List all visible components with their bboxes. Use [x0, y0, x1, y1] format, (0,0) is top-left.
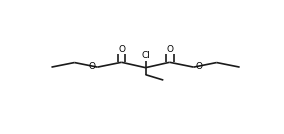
- Text: O: O: [195, 62, 202, 71]
- Text: O: O: [89, 62, 96, 71]
- Text: Cl: Cl: [141, 51, 150, 60]
- Text: O: O: [166, 45, 173, 54]
- Text: O: O: [118, 45, 125, 54]
